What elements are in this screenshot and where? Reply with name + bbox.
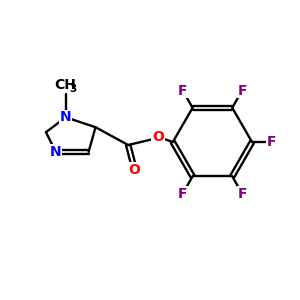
Text: O: O [128,163,140,177]
Text: 3: 3 [69,84,76,94]
Text: F: F [267,135,277,149]
Text: F: F [178,84,188,98]
Text: N: N [60,110,72,124]
Text: O: O [152,130,164,144]
Text: F: F [237,84,247,98]
Text: F: F [178,187,188,201]
Text: F: F [237,187,247,201]
Text: CH: CH [54,78,76,92]
Text: N: N [50,145,62,159]
